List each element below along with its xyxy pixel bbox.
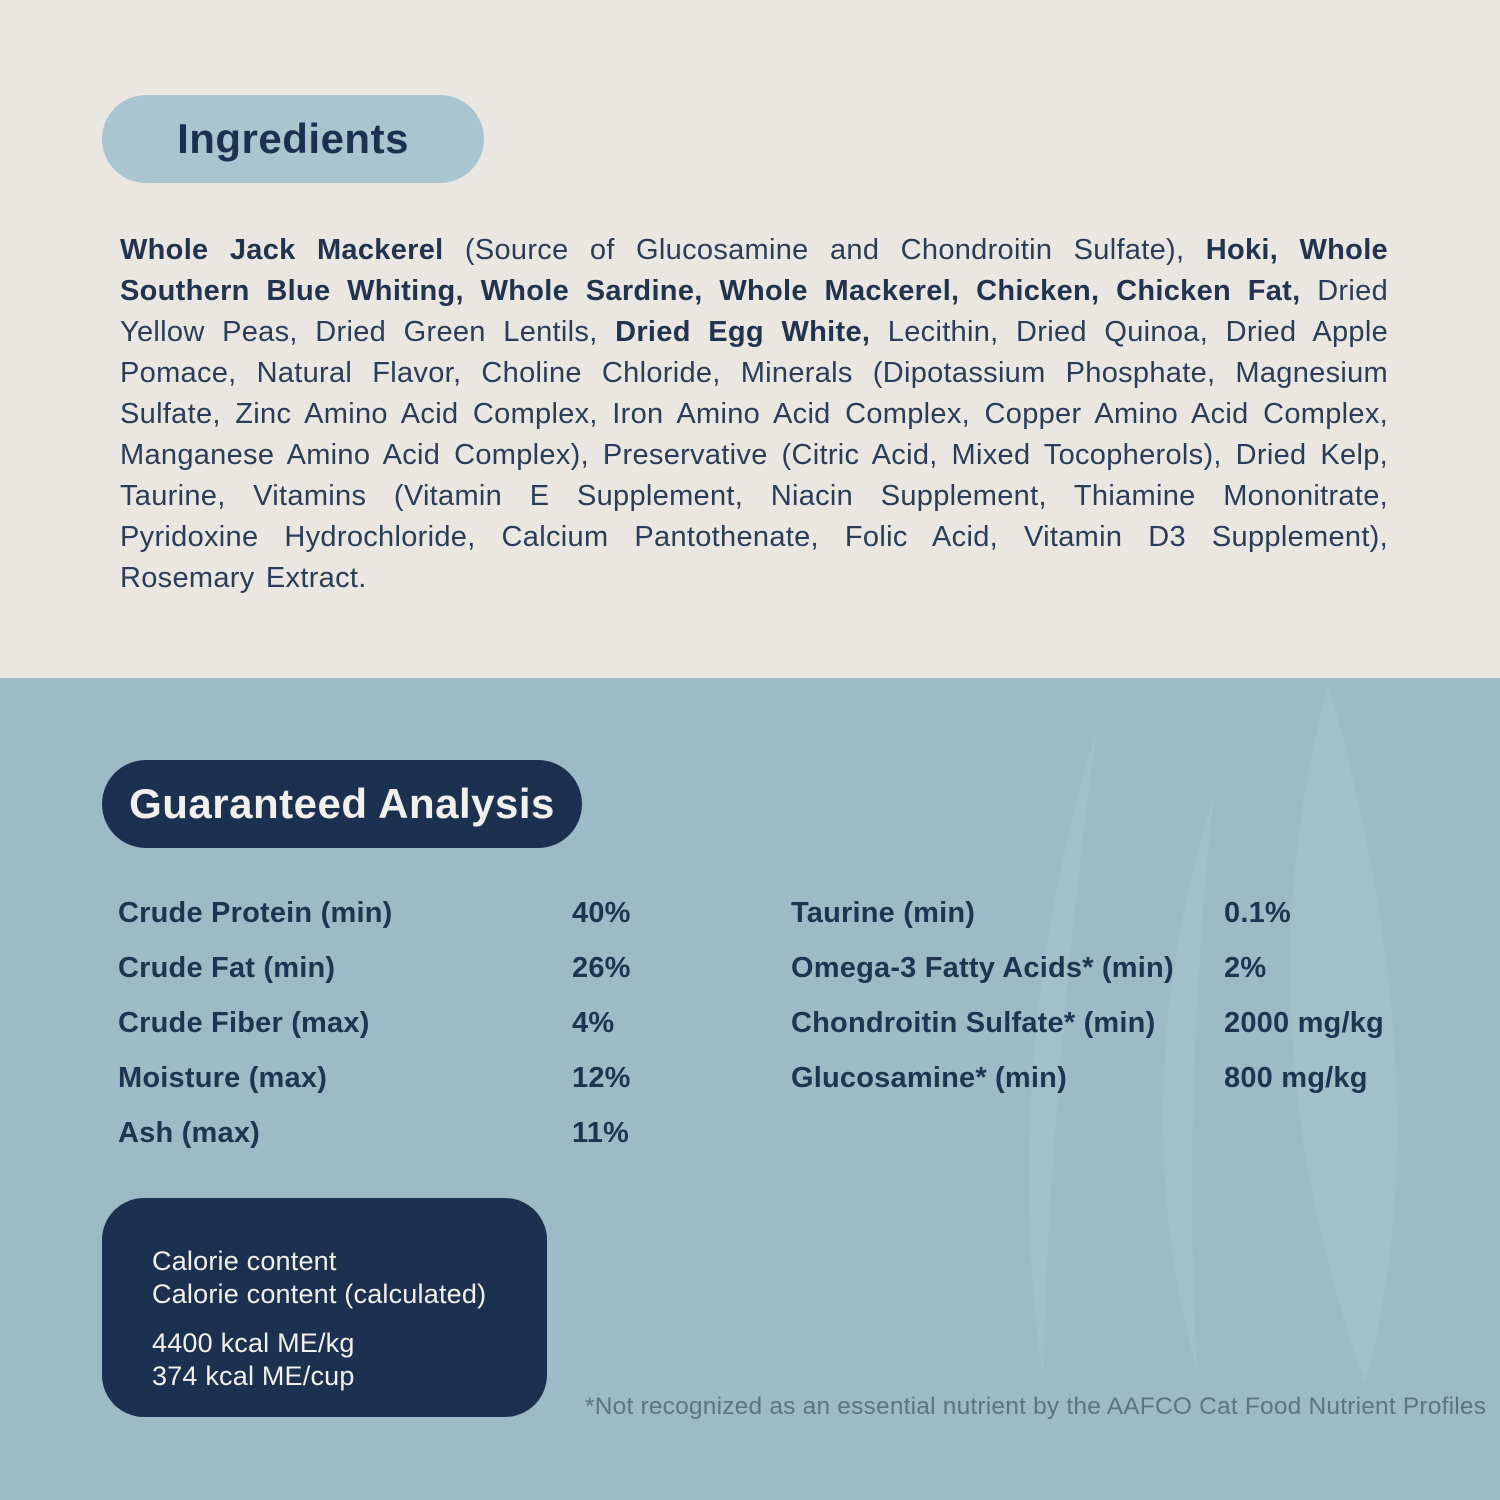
analysis-label: Glucosamine* (min) <box>791 1062 1067 1094</box>
analysis-row: Omega-3 Fatty Acids* (min) 2% <box>791 952 1384 984</box>
ingredient-segment: (Source of Glucosamine and Chondroitin S… <box>443 234 1206 266</box>
analysis-row: Chondroitin Sulfate* (min) 2000 mg/kg <box>791 1007 1384 1039</box>
analysis-left-column: Crude Protein (min) 40% Crude Fat (min) 26%… <box>118 897 631 1172</box>
analysis-label: Crude Protein (min) <box>118 897 393 929</box>
guaranteed-analysis-title-badge: Guaranteed Analysis <box>102 760 582 848</box>
guaranteed-analysis-section: Guaranteed Analysis Crude Protein (min) 4… <box>0 678 1500 1500</box>
ingredients-paragraph: Whole Jack Mackerel (Source of Glucosami… <box>120 230 1388 599</box>
analysis-label: Crude Fiber (max) <box>118 1007 370 1039</box>
analysis-row: Glucosamine* (min) 800 mg/kg <box>791 1062 1384 1094</box>
ingredient-bold-segment: Dried Egg White, <box>615 316 871 348</box>
ingredient-segment: Dried Yellow Peas, Dried Green Lentils, <box>120 275 1388 348</box>
calorie-value-per-cup: 374 kcal ME/cup <box>152 1361 355 1391</box>
analysis-value: 0.1% <box>1224 897 1291 929</box>
analysis-value: 2000 mg/kg <box>1224 1007 1384 1039</box>
analysis-row: Ash (max) 11% <box>118 1117 631 1149</box>
calorie-heading-line1: Calorie content <box>152 1246 337 1276</box>
calorie-heading-line2: Calorie content (calculated) <box>152 1279 487 1309</box>
analysis-label: Chondroitin Sulfate* (min) <box>791 1007 1156 1039</box>
calorie-value-per-kg: 4400 kcal ME/kg <box>152 1328 355 1358</box>
calorie-values: 4400 kcal ME/kg 374 kcal ME/cup <box>152 1327 517 1393</box>
calorie-headings: Calorie content Calorie content (calcula… <box>152 1245 517 1311</box>
analysis-value: 26% <box>572 952 631 984</box>
analysis-right-column: Taurine (min) 0.1% Omega-3 Fatty Acids* (m… <box>791 897 1384 1117</box>
guaranteed-analysis-title: Guaranteed Analysis <box>129 780 555 827</box>
ingredients-title-badge: Ingredients <box>102 95 484 183</box>
ingredients-section: Ingredients Whole Jack Mackerel (Source … <box>0 0 1500 678</box>
analysis-value: 40% <box>572 897 631 929</box>
analysis-label: Crude Fat (min) <box>118 952 336 984</box>
ingredient-bold-segment: Hoki, Whole Southern Blue Whiting, Whole… <box>120 234 1388 307</box>
analysis-value: 4% <box>572 1007 615 1039</box>
ingredients-title: Ingredients <box>177 115 409 162</box>
ingredient-segment: Lecithin, Dried Quinoa, Dried Apple Poma… <box>120 316 1388 594</box>
analysis-row: Crude Fat (min) 26% <box>118 952 631 984</box>
calorie-content-box: Calorie content Calorie content (calcula… <box>102 1198 547 1417</box>
aafco-footnote: *Not recognized as an essential nutrient… <box>585 1393 1487 1420</box>
analysis-value: 12% <box>572 1062 631 1094</box>
analysis-label: Omega-3 Fatty Acids* (min) <box>791 952 1174 984</box>
analysis-label: Ash (max) <box>118 1117 260 1149</box>
analysis-label: Taurine (min) <box>791 897 976 929</box>
analysis-value: 11% <box>572 1117 630 1149</box>
analysis-row: Crude Fiber (max) 4% <box>118 1007 631 1039</box>
analysis-row: Taurine (min) 0.1% <box>791 897 1384 929</box>
analysis-label: Moisture (max) <box>118 1062 328 1094</box>
ingredient-bold-segment: Whole Jack Mackerel <box>120 234 444 266</box>
analysis-value: 2% <box>1224 952 1267 984</box>
analysis-value: 800 mg/kg <box>1224 1062 1368 1094</box>
analysis-row: Moisture (max) 12% <box>118 1062 631 1094</box>
analysis-row: Crude Protein (min) 40% <box>118 897 631 929</box>
